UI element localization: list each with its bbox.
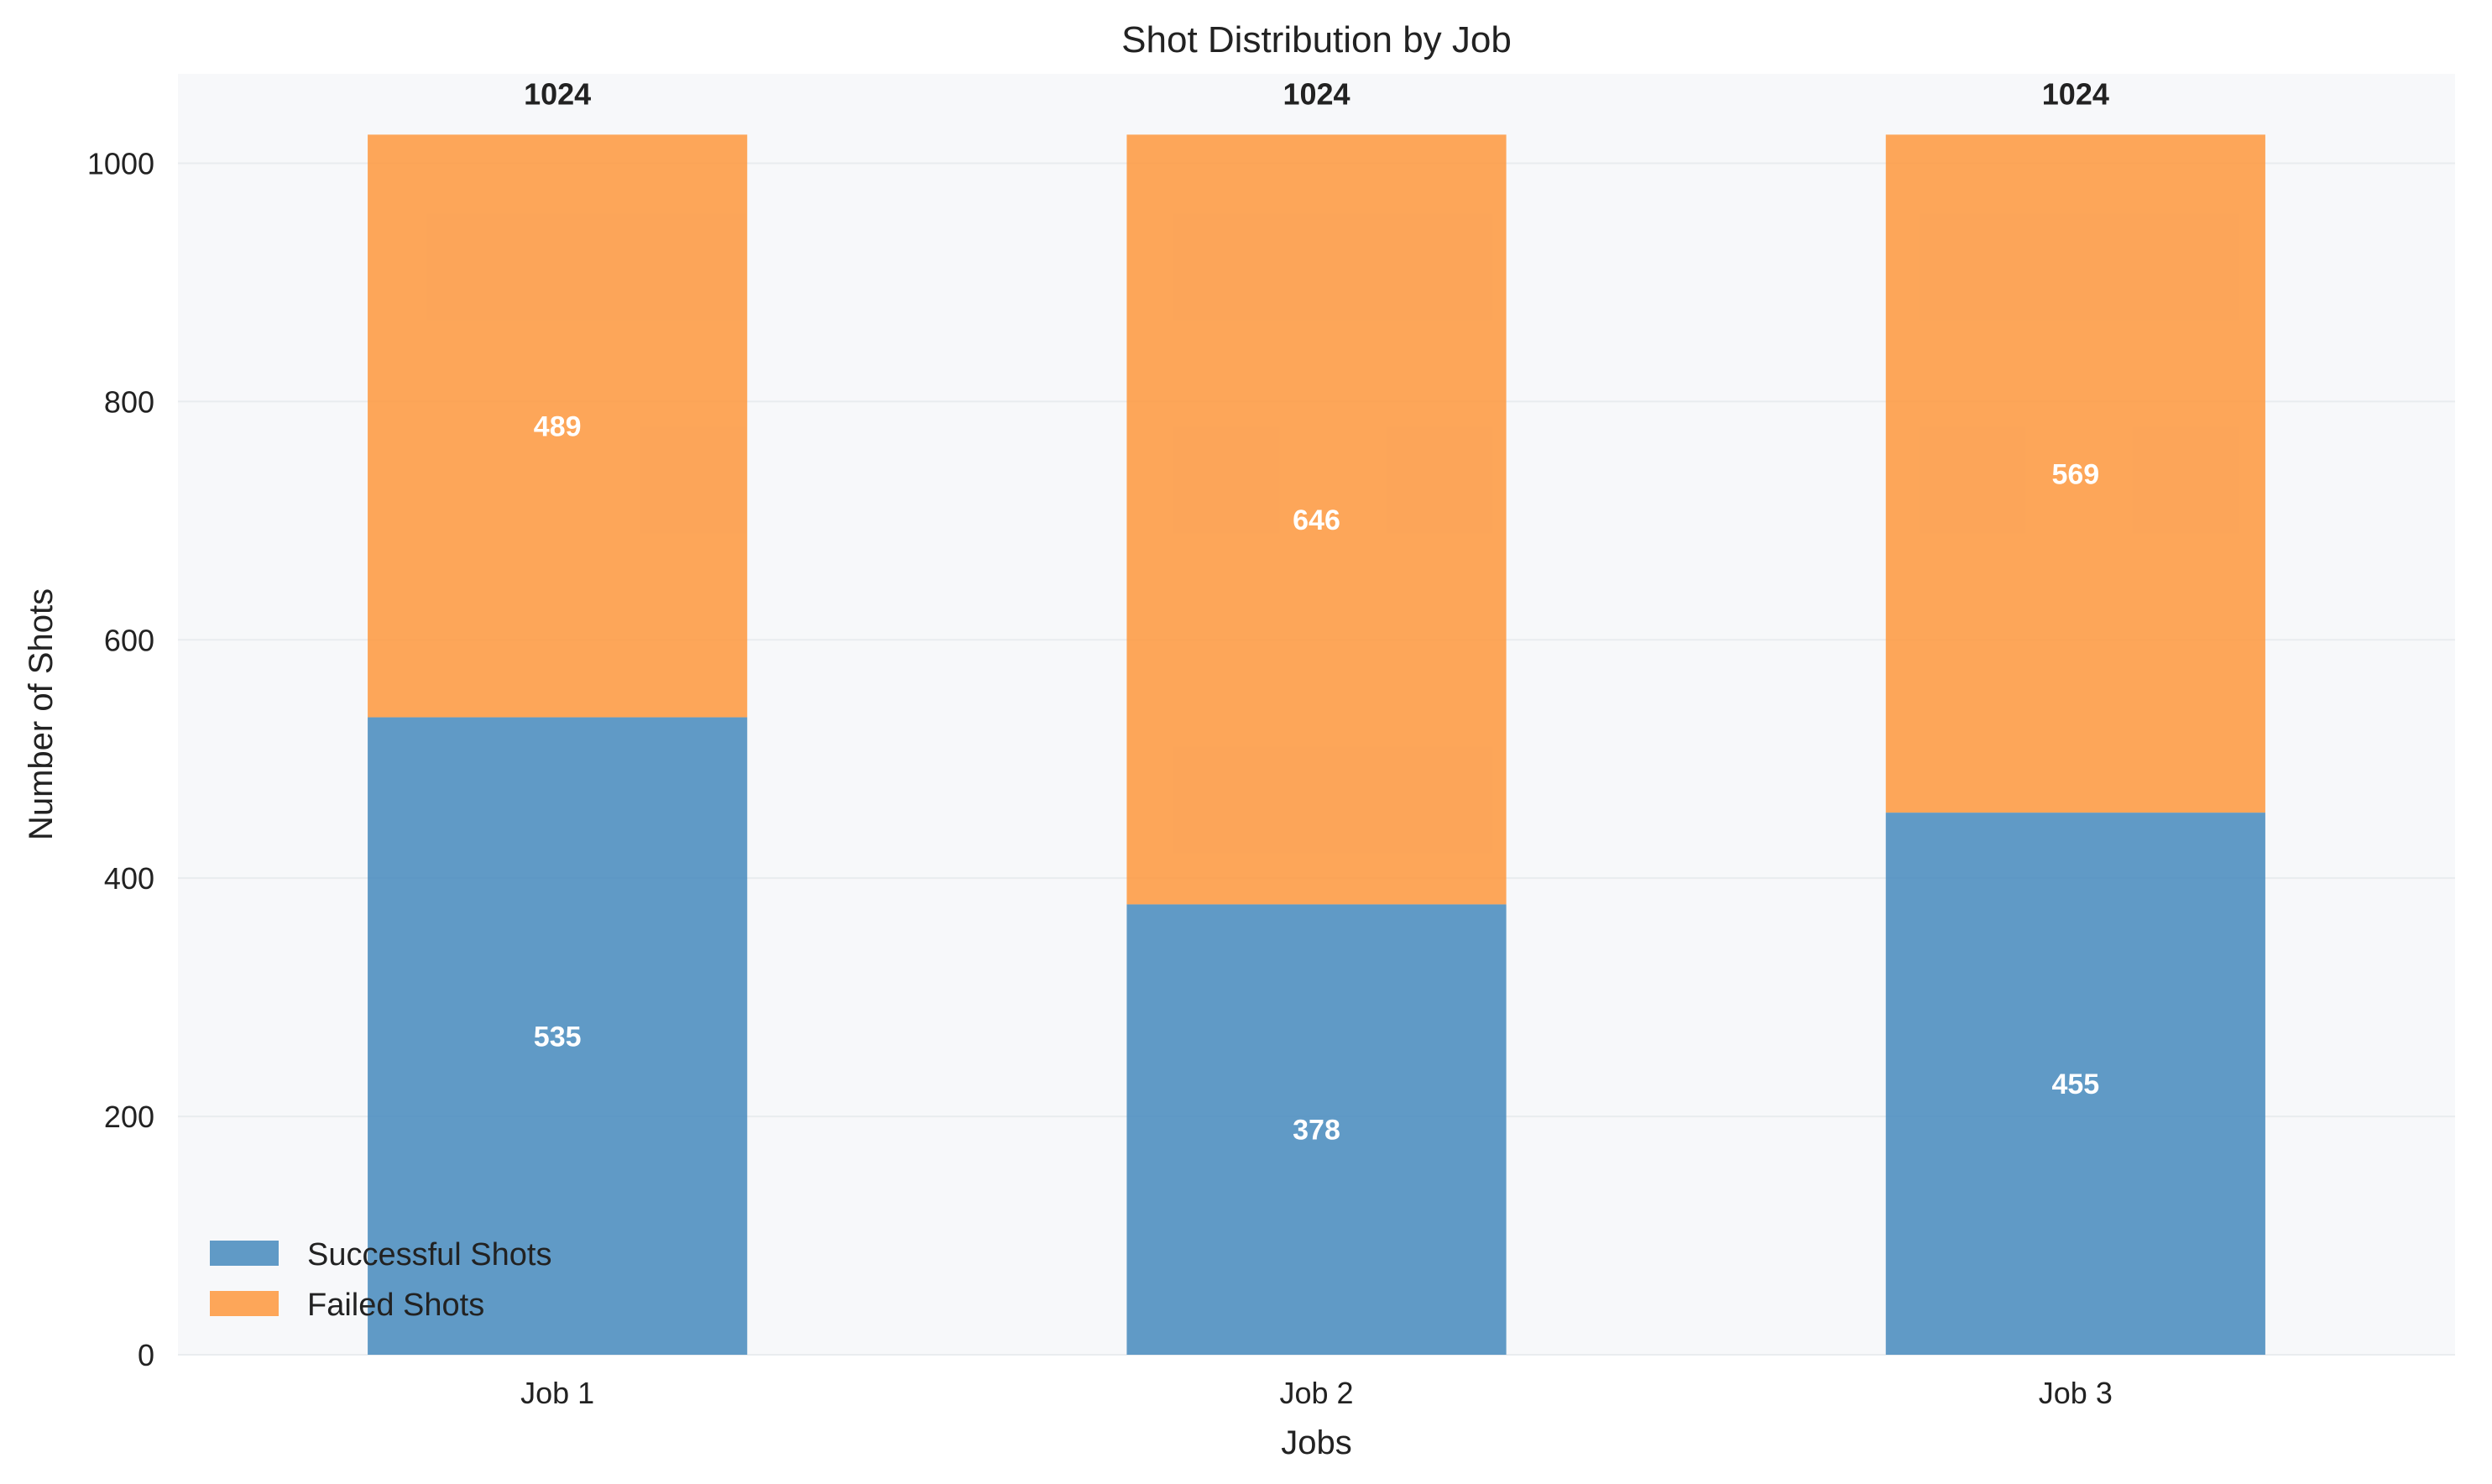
segment-value-label: 378 bbox=[1293, 1115, 1340, 1147]
segment-value-label: 646 bbox=[1293, 504, 1340, 536]
chart-title: Shot Distribution by Job bbox=[1121, 19, 1512, 60]
bars bbox=[368, 134, 2265, 1355]
data-labels: 535 489 1024 378 646 1024 455 569 1024 bbox=[524, 76, 2109, 1146]
y-tick-label: 400 bbox=[104, 861, 154, 896]
y-tick-label: 200 bbox=[104, 1100, 154, 1134]
y-tick-label: 800 bbox=[104, 384, 154, 419]
legend-swatch bbox=[210, 1291, 279, 1316]
bar-segment-successful bbox=[368, 717, 748, 1355]
bar-segment-successful bbox=[1126, 904, 1507, 1355]
y-tick-label: 600 bbox=[104, 623, 154, 657]
bar-segment-failed bbox=[1126, 134, 1507, 905]
legend-label: Successful Shots bbox=[307, 1237, 551, 1272]
y-axis-label: Number of Shots bbox=[23, 588, 60, 840]
x-axis-ticks: Job 1 Job 2 Job 3 bbox=[520, 1376, 2113, 1410]
x-tick-label: Job 1 bbox=[520, 1376, 594, 1410]
total-value-label: 1024 bbox=[2042, 76, 2109, 111]
bar-segment-successful bbox=[1885, 813, 2265, 1355]
total-value-label: 1024 bbox=[1283, 76, 1350, 111]
x-tick-label: Job 3 bbox=[2039, 1376, 2113, 1410]
total-value-label: 1024 bbox=[524, 76, 591, 111]
legend-label: Failed Shots bbox=[307, 1288, 484, 1323]
x-axis-label: Jobs bbox=[1281, 1424, 1352, 1461]
y-tick-label: 0 bbox=[138, 1338, 154, 1372]
segment-value-label: 455 bbox=[2051, 1069, 2099, 1100]
legend-swatch bbox=[210, 1241, 279, 1266]
x-tick-label: Job 2 bbox=[1279, 1376, 1353, 1410]
legend: Successful Shots Failed Shots bbox=[210, 1237, 551, 1323]
bar-segment-failed bbox=[1885, 134, 2265, 813]
y-axis-ticks: 0 200 400 600 800 1000 bbox=[87, 146, 154, 1372]
segment-value-label: 535 bbox=[534, 1021, 582, 1053]
segment-value-label: 569 bbox=[2051, 458, 2099, 490]
bar-segment-failed bbox=[368, 134, 748, 718]
y-tick-label: 1000 bbox=[87, 146, 154, 180]
segment-value-label: 489 bbox=[534, 410, 582, 442]
